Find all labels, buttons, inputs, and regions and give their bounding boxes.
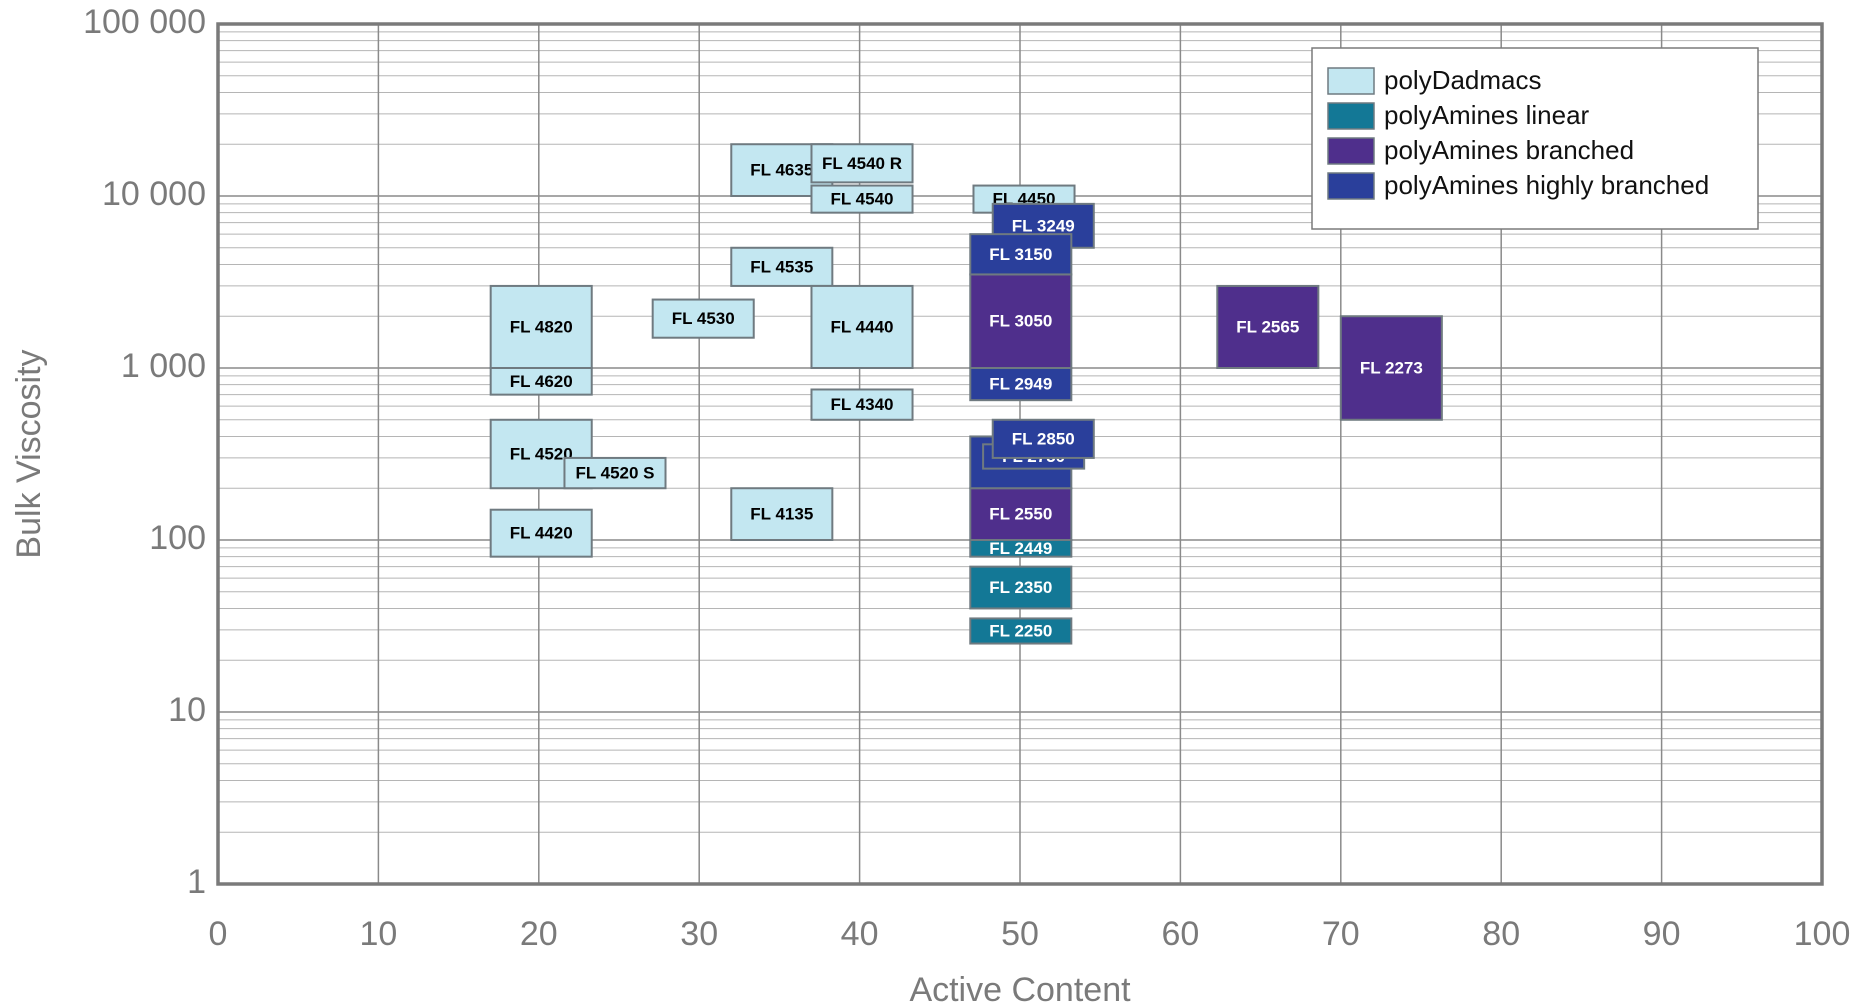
range-box (969, 487, 1073, 541)
range-box (969, 367, 1073, 402)
box-label: FL 4820 (510, 317, 573, 336)
x-tick-label: 40 (841, 915, 879, 953)
box-label: FL 2949 (989, 375, 1052, 394)
x-axis-title: Active Content (909, 971, 1131, 1008)
x-tick-label: 80 (1482, 915, 1520, 953)
legend-swatch (1327, 172, 1375, 200)
legend-box (1311, 47, 1759, 230)
x-tick-label: 100 (1794, 915, 1851, 953)
y-tick-label: 10 000 (102, 175, 206, 213)
range-box (969, 617, 1073, 645)
box-label: FL 2449 (989, 539, 1052, 558)
plot-border (216, 22, 1824, 886)
box-label: FL 4540 R (822, 154, 902, 173)
x-tick-label: 30 (680, 915, 718, 953)
box-label: FL 2550 (989, 505, 1052, 524)
x-tick-label: 50 (1001, 915, 1039, 953)
box-label: FL 2273 (1360, 358, 1423, 377)
box-label: FL 4440 (830, 317, 893, 336)
box-label: FL 4420 (510, 524, 573, 543)
box-label: FL 4635 (750, 161, 813, 180)
box-label: FL 2250 (989, 621, 1052, 640)
range-box (1339, 315, 1443, 421)
range-box (810, 284, 914, 370)
y-axis-title: Bulk Viscosity (10, 349, 48, 558)
x-tick-label: 0 (209, 915, 228, 953)
tick-labels: 1 10 100 1 000 10 000 100 000 0 10 20 30 40 50 60 70 8… (83, 3, 1850, 953)
legend: polyDadmacs polyAmines linear polyAmines b… (1311, 47, 1759, 230)
legend-swatch (1327, 137, 1375, 165)
legend-label: polyAmines branched (1384, 135, 1634, 165)
range-box (730, 246, 834, 287)
legend-label: polyDadmacs (1384, 65, 1542, 95)
range-box (969, 273, 1073, 369)
box-label: FL 4135 (750, 505, 813, 524)
box-label: FL 4530 (672, 309, 735, 328)
box-label: FL 3050 (989, 312, 1052, 331)
x-tick-label: 20 (520, 915, 558, 953)
y-tick-label: 1 000 (121, 347, 206, 385)
range-box (991, 418, 1095, 459)
x-tick-label: 70 (1322, 915, 1360, 953)
box-label: FL 4520 (510, 444, 573, 463)
box-label: FL 4540 (830, 190, 893, 209)
y-tick-label: 100 (149, 519, 206, 557)
x-tick-label: 60 (1161, 915, 1199, 953)
y-tick-label: 1 (187, 863, 206, 901)
legend-label: polyAmines highly branched (1384, 170, 1709, 200)
range-box (969, 565, 1073, 610)
box-label: FL 4620 (510, 372, 573, 391)
box-label: FL 4520 S (575, 464, 654, 483)
legend-label: polyAmines linear (1384, 100, 1590, 130)
range-box (810, 184, 914, 214)
range-box (730, 487, 834, 541)
range-box (810, 388, 914, 421)
y-tick-label: 100 000 (83, 3, 206, 41)
range-box (563, 456, 667, 490)
box-label: FL 3150 (989, 245, 1052, 264)
x-tick-label: 90 (1643, 915, 1681, 953)
range-box (489, 508, 593, 558)
range-box (651, 298, 755, 339)
legend-swatch (1327, 102, 1375, 130)
y-tick-label: 10 (168, 691, 206, 729)
box-label: FL 4535 (750, 257, 813, 276)
box-label: FL 4340 (830, 395, 893, 414)
box-label: FL 2350 (989, 578, 1052, 597)
box-label: FL 2565 (1236, 317, 1299, 336)
box-label: FL 3249 (1012, 216, 1075, 235)
x-tick-label: 10 (359, 915, 397, 953)
box-label: FL 2850 (1012, 429, 1075, 448)
range-box (1216, 284, 1320, 370)
range-box (969, 233, 1073, 276)
range-box (810, 143, 914, 184)
range-box (489, 367, 593, 396)
legend-swatch (1327, 67, 1375, 95)
